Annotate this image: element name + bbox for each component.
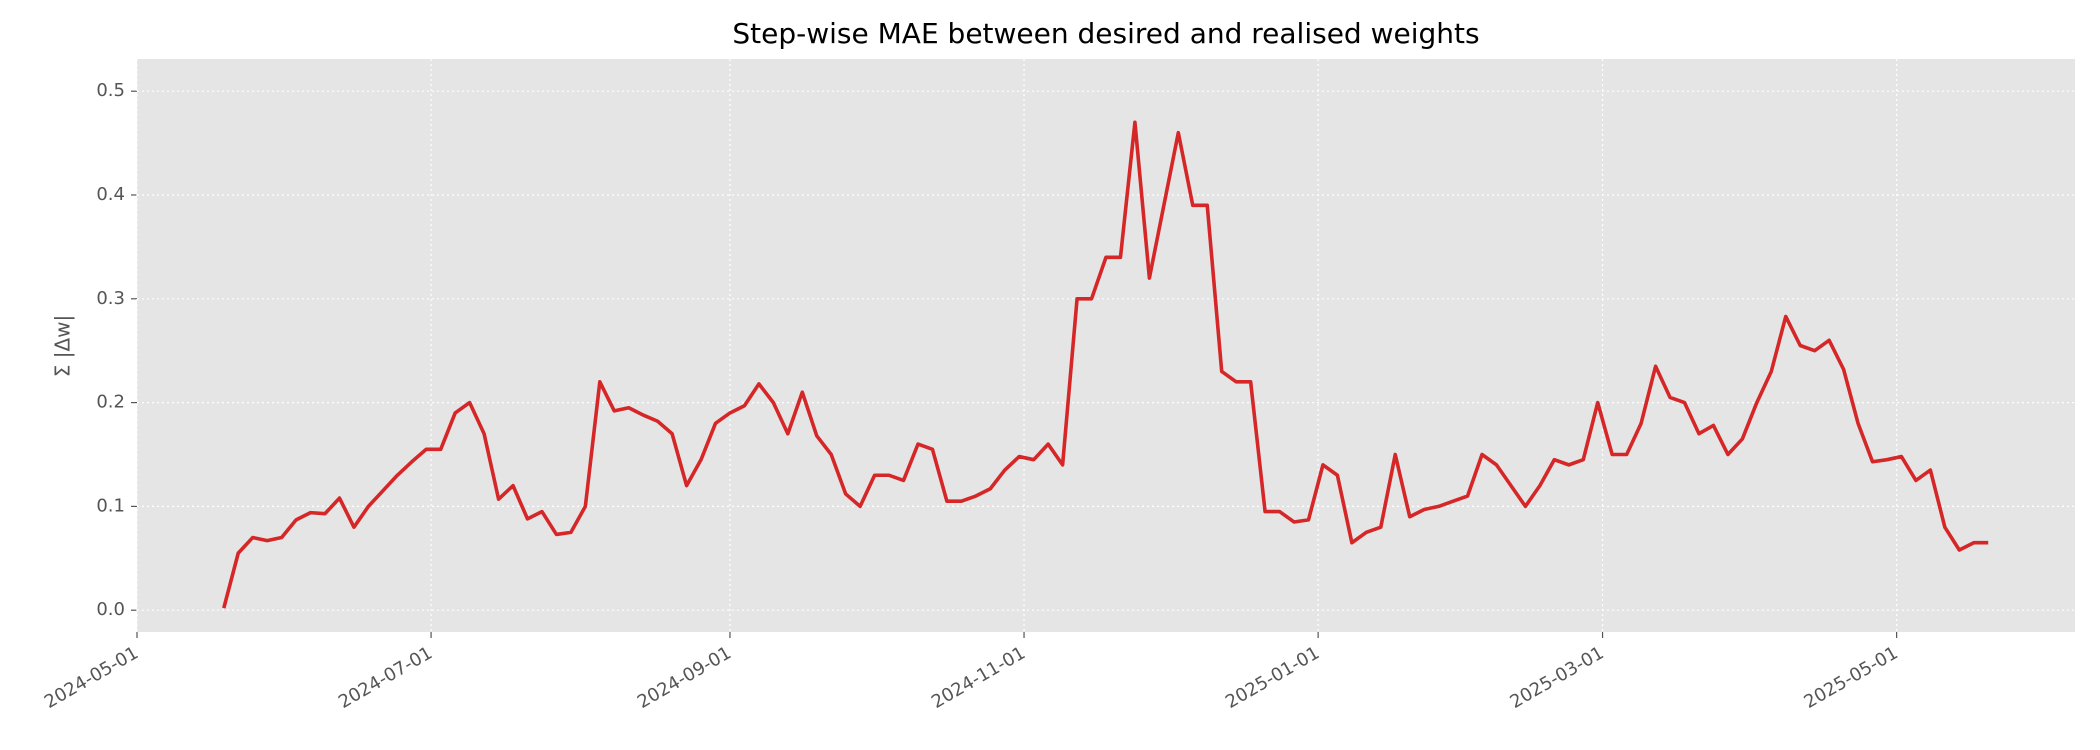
y-tick-label: 0.4 xyxy=(96,184,125,205)
y-tick-label: 0.5 xyxy=(96,80,125,101)
y-tick-label: 0.1 xyxy=(96,495,125,516)
x-tick-label: 2025-05-01 xyxy=(1801,642,1902,712)
y-tick-label: 0.2 xyxy=(96,392,125,413)
chart-title: Step-wise MAE between desired and realis… xyxy=(732,17,1479,50)
data-line xyxy=(222,120,1989,609)
plot-area xyxy=(137,59,2075,632)
y-tick-label: 0.3 xyxy=(96,288,125,309)
x-tick-label: 2024-05-01 xyxy=(41,642,142,712)
y-axis-label: Σ |Δw| xyxy=(51,315,75,378)
x-tick-label: 2025-03-01 xyxy=(1506,642,1607,712)
x-tick-label: 2025-01-01 xyxy=(1222,642,1323,712)
x-tick-label: 2024-07-01 xyxy=(335,642,436,712)
y-tick-label: 0.0 xyxy=(96,599,125,620)
x-tick-label: 2024-09-01 xyxy=(634,642,735,712)
x-tick-label: 2024-11-01 xyxy=(928,642,1029,712)
